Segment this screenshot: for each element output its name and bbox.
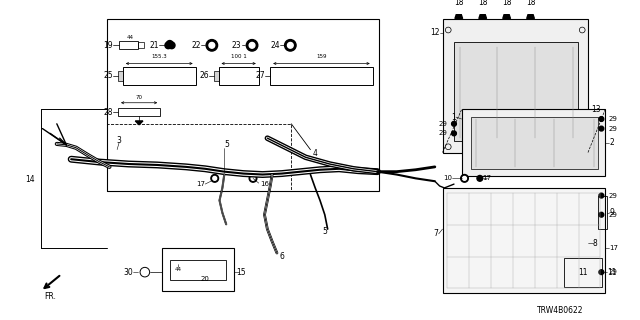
Circle shape [165, 42, 172, 49]
Circle shape [599, 212, 604, 217]
Polygon shape [479, 7, 486, 19]
Text: 29: 29 [438, 130, 447, 136]
Text: 29: 29 [608, 269, 617, 275]
Text: 18: 18 [478, 0, 488, 7]
Circle shape [206, 40, 218, 51]
Circle shape [599, 116, 604, 121]
Text: FR.: FR. [44, 292, 56, 300]
Circle shape [599, 126, 604, 131]
Circle shape [599, 193, 604, 198]
Circle shape [285, 40, 296, 51]
Bar [461, 109, 605, 176]
Text: 44: 44 [127, 35, 134, 40]
Circle shape [213, 176, 216, 180]
Circle shape [166, 41, 173, 47]
Text: 25: 25 [104, 71, 113, 80]
Circle shape [599, 270, 604, 275]
Polygon shape [455, 7, 463, 19]
Text: 12: 12 [430, 28, 440, 37]
Bar [454, 43, 579, 141]
Bar [214, 71, 218, 81]
Text: 11: 11 [607, 268, 616, 277]
Text: 19: 19 [104, 41, 113, 50]
Text: 2: 2 [609, 139, 614, 148]
Bar [218, 67, 259, 84]
Text: 6: 6 [279, 252, 284, 261]
Text: 24: 24 [270, 41, 280, 50]
Text: 18: 18 [526, 0, 535, 7]
Text: 29: 29 [608, 193, 617, 199]
Text: 4: 4 [312, 149, 317, 158]
Text: 8: 8 [593, 239, 598, 248]
Text: 9: 9 [609, 208, 614, 217]
Bar [170, 260, 226, 280]
Text: 21: 21 [150, 41, 159, 50]
Circle shape [287, 43, 293, 48]
Bar [118, 71, 123, 81]
Text: 20: 20 [201, 276, 209, 282]
Text: 5: 5 [322, 228, 327, 236]
Text: 17: 17 [196, 181, 205, 187]
Bar [118, 108, 160, 116]
Text: 15: 15 [236, 268, 245, 277]
Text: 14: 14 [25, 175, 35, 184]
Text: 44: 44 [175, 267, 182, 272]
Bar [138, 43, 144, 48]
Text: 13: 13 [591, 105, 600, 114]
Text: 22: 22 [192, 41, 202, 50]
Text: 155.3: 155.3 [151, 54, 167, 59]
Text: 70: 70 [136, 94, 143, 100]
Bar [598, 196, 607, 229]
Bar [123, 67, 196, 84]
Text: 5: 5 [224, 140, 229, 149]
Text: 29: 29 [608, 125, 617, 132]
Text: 10: 10 [443, 175, 452, 181]
Text: TRW4B0622: TRW4B0622 [537, 306, 583, 315]
Circle shape [246, 40, 258, 51]
Bar [442, 19, 588, 153]
Circle shape [209, 43, 215, 48]
Text: 11: 11 [579, 268, 588, 277]
Circle shape [249, 43, 255, 48]
Text: 100 1: 100 1 [231, 54, 246, 59]
Bar [162, 248, 234, 291]
Circle shape [452, 121, 456, 126]
Circle shape [477, 175, 483, 181]
Polygon shape [135, 121, 143, 125]
Text: 7: 7 [434, 229, 438, 238]
Text: 29: 29 [438, 121, 447, 127]
Bar [270, 67, 372, 84]
Polygon shape [527, 7, 534, 19]
Circle shape [461, 174, 468, 182]
Text: 28: 28 [104, 108, 113, 117]
Bar [471, 117, 598, 169]
Text: 26: 26 [199, 71, 209, 80]
Text: 18: 18 [454, 0, 463, 7]
Circle shape [251, 176, 255, 180]
Bar [119, 42, 138, 49]
Text: 27: 27 [256, 71, 266, 80]
Text: 29: 29 [608, 116, 617, 122]
Text: 23: 23 [232, 41, 241, 50]
Circle shape [463, 176, 467, 180]
Text: 1: 1 [451, 113, 456, 122]
Bar [564, 258, 602, 286]
Circle shape [249, 174, 257, 182]
Bar [107, 19, 380, 191]
Polygon shape [503, 7, 511, 19]
Text: 16: 16 [260, 181, 269, 187]
Text: 159: 159 [316, 54, 326, 59]
Bar [107, 124, 291, 191]
Text: 17: 17 [609, 245, 618, 251]
Text: 30: 30 [124, 268, 133, 277]
Bar [442, 188, 605, 293]
Circle shape [211, 174, 218, 182]
Text: 17: 17 [483, 175, 492, 181]
Text: 3: 3 [116, 136, 122, 145]
Circle shape [168, 42, 175, 49]
Text: 18: 18 [502, 0, 511, 7]
Text: 29: 29 [608, 212, 617, 218]
Circle shape [452, 131, 456, 136]
